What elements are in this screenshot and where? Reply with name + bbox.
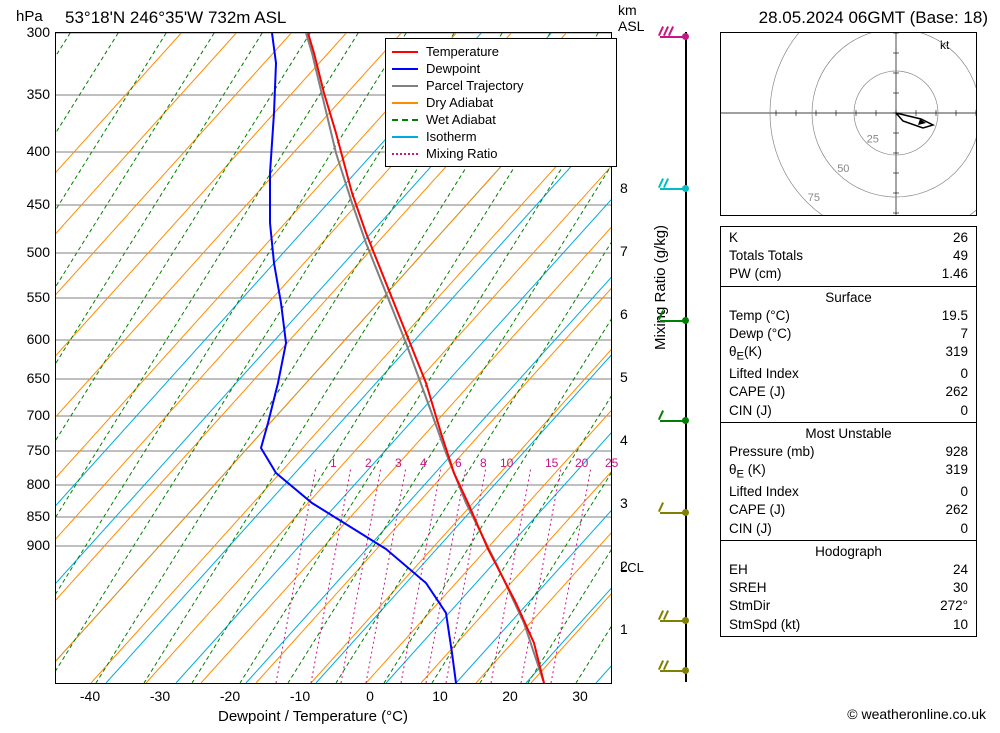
svg-text:75: 75 (808, 192, 820, 204)
mixing-ratio-label: 15 (545, 456, 558, 470)
alt-tick: 3 (620, 495, 628, 511)
x-tick: 30 (560, 688, 600, 704)
table-row: Totals Totals49 (729, 247, 968, 265)
table-row: Lifted Index0 (729, 483, 968, 501)
wind-barb-flag (663, 660, 669, 670)
table-row: EH24 (729, 561, 968, 579)
table-row: StmDir272° (729, 597, 968, 615)
table-row: Pressure (mb)928 (729, 443, 968, 461)
wind-barb-staff (660, 420, 684, 422)
hpa-tick: 900 (18, 537, 50, 553)
sounding-data-table: K26Totals Totals49PW (cm)1.46 SurfaceTemp… (720, 226, 977, 637)
hpa-tick: 450 (18, 196, 50, 212)
table-section-header: Surface (729, 289, 968, 307)
mixing-ratio-label: 10 (500, 456, 513, 470)
wind-barb-staff (660, 188, 684, 190)
mixing-ratio-label: 20 (575, 456, 588, 470)
hpa-tick: 500 (18, 244, 50, 260)
table-row: CAPE (J)262 (729, 383, 968, 401)
hpa-tick: 850 (18, 508, 50, 524)
mixing-ratio-axis-title: Mixing Ratio (g/kg) (652, 225, 669, 350)
svg-text:25: 25 (867, 133, 879, 145)
hodograph: 25 50 75 (720, 32, 977, 216)
location-title: 53°18'N 246°35'W 732m ASL (65, 8, 286, 28)
wind-barb-flag (658, 410, 664, 420)
x-tick: -30 (140, 688, 180, 704)
table-section-header: Most Unstable (729, 425, 968, 443)
alt-tick: 8 (620, 180, 628, 196)
alt-axis-title: km ASL (618, 2, 644, 34)
legend-item: Dewpoint (392, 60, 610, 77)
legend: TemperatureDewpointParcel TrajectoryDry … (385, 38, 617, 167)
table-row: StmSpd (kt)10 (729, 616, 968, 634)
hpa-tick: 550 (18, 289, 50, 305)
mixing-ratio-label: 4 (420, 456, 427, 470)
wind-barb-flag (663, 178, 669, 188)
copyright: © weatheronline.co.uk (847, 706, 986, 722)
alt-tick: 4 (620, 432, 628, 448)
legend-item: Dry Adiabat (392, 94, 610, 111)
table-row: CIN (J)0 (729, 520, 968, 538)
table-row: CIN (J)0 (729, 402, 968, 420)
table-row: Dewp (°C)7 (729, 325, 968, 343)
svg-text:50: 50 (837, 163, 849, 175)
alt-tick: 6 (620, 306, 628, 322)
x-tick: -40 (70, 688, 110, 704)
wind-barb-staff (660, 512, 684, 514)
x-axis-title: Dewpoint / Temperature (°C) (218, 708, 408, 725)
hpa-axis-title: hPa (16, 8, 43, 25)
x-tick: 20 (490, 688, 530, 704)
mixing-ratio-label: 6 (455, 456, 462, 470)
x-tick: 10 (420, 688, 460, 704)
mixing-ratio-label: 2 (365, 456, 372, 470)
alt-tick: 1 (620, 621, 628, 637)
hpa-tick: 750 (18, 442, 50, 458)
alt-tick: 7 (620, 243, 628, 259)
table-row: PW (cm)1.46 (729, 265, 968, 283)
hpa-tick: 400 (18, 143, 50, 159)
legend-item: Mixing Ratio (392, 145, 610, 162)
mixing-ratio-label: 8 (480, 456, 487, 470)
hpa-tick: 350 (18, 86, 50, 102)
x-tick: 0 (350, 688, 390, 704)
wind-barb-staff (660, 320, 684, 322)
legend-item: Temperature (392, 43, 610, 60)
table-row: CAPE (J)262 (729, 501, 968, 519)
alt-tick: 5 (620, 369, 628, 385)
table-row: K26 (729, 229, 968, 247)
legend-item: Isotherm (392, 128, 610, 145)
wind-barb-staff (660, 36, 684, 38)
table-row: Temp (°C)19.5 (729, 307, 968, 325)
hpa-tick: 600 (18, 331, 50, 347)
legend-item: Parcel Trajectory (392, 77, 610, 94)
hpa-tick: 700 (18, 407, 50, 423)
wind-barb-flag (668, 26, 674, 36)
table-row: Lifted Index0 (729, 365, 968, 383)
table-row: SREH30 (729, 579, 968, 597)
wind-barb-staff (660, 620, 684, 622)
x-tick: -10 (280, 688, 320, 704)
table-row: θE (K)319 (729, 461, 968, 483)
hpa-tick: 300 (18, 24, 50, 40)
mixing-ratio-label: 1 (330, 456, 337, 470)
mixing-ratio-label: 25 (605, 456, 618, 470)
wind-barb-flag (658, 502, 664, 512)
alt-tick: 2 (620, 558, 628, 574)
hpa-tick: 800 (18, 476, 50, 492)
table-row: θE(K)319 (729, 343, 968, 365)
datetime-title: 28.05.2024 06GMT (Base: 18) (759, 8, 988, 28)
table-section-header: Hodograph (729, 543, 968, 561)
mixing-ratio-label: 3 (395, 456, 402, 470)
hpa-tick: 650 (18, 370, 50, 386)
x-tick: -20 (210, 688, 250, 704)
wind-barb-flag (663, 610, 669, 620)
legend-item: Wet Adiabat (392, 111, 610, 128)
wind-barb-axis (685, 32, 687, 682)
wind-barb-staff (660, 670, 684, 672)
